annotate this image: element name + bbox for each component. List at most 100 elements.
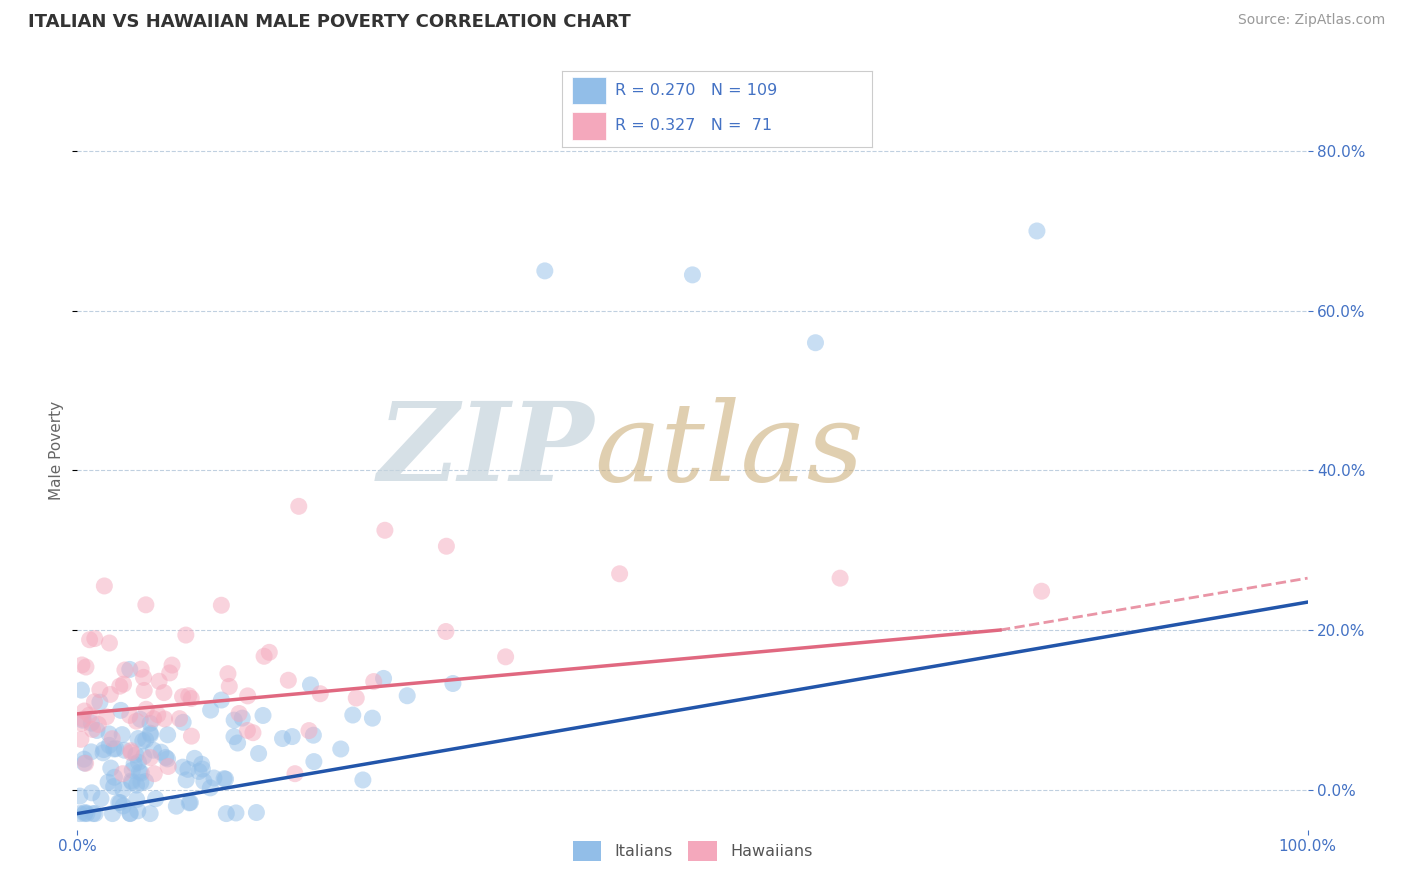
Point — [245, 805, 267, 820]
Point — [80, 745, 103, 759]
Point — [93, 579, 115, 593]
Point — [139, 716, 162, 731]
Point — [89, 682, 111, 697]
Point — [120, 806, 142, 821]
Point — [129, 775, 152, 789]
Point — [157, 759, 180, 773]
Point — [90, 791, 112, 805]
Point — [231, 711, 253, 725]
Point — [108, 796, 131, 810]
Point — [143, 766, 166, 780]
Point — [100, 761, 122, 775]
Point — [139, 726, 162, 740]
Point — [495, 649, 517, 664]
Point — [120, 746, 142, 760]
Point — [72, 712, 94, 726]
Point — [441, 676, 464, 690]
Point — [396, 689, 419, 703]
Point — [70, 683, 93, 698]
Point — [179, 796, 201, 810]
Point — [1031, 584, 1053, 599]
Point — [236, 689, 259, 703]
Text: ITALIAN VS HAWAIIAN MALE POVERTY CORRELATION CHART: ITALIAN VS HAWAIIAN MALE POVERTY CORRELA… — [28, 13, 631, 31]
Point — [179, 796, 201, 810]
Point — [209, 693, 232, 707]
Point — [177, 689, 200, 703]
Point — [190, 757, 212, 772]
Point — [153, 712, 176, 726]
Point — [73, 752, 96, 766]
Point — [122, 757, 145, 772]
Point — [253, 649, 276, 664]
Point — [218, 680, 240, 694]
Point — [682, 268, 704, 282]
Point — [142, 743, 165, 757]
Point — [156, 752, 179, 766]
Point — [80, 786, 103, 800]
Point — [373, 672, 395, 686]
Point — [302, 755, 325, 769]
Point — [72, 713, 94, 727]
Point — [127, 731, 149, 746]
Point — [160, 658, 183, 673]
Point — [174, 772, 197, 787]
Point — [111, 766, 134, 780]
Point — [135, 702, 157, 716]
Point — [70, 732, 93, 747]
Point — [169, 712, 191, 726]
Point — [120, 773, 142, 788]
Point — [125, 747, 148, 762]
Point — [177, 762, 200, 776]
Point — [281, 730, 304, 744]
Bar — [572, 112, 606, 140]
Point — [188, 764, 211, 779]
Point — [225, 805, 247, 820]
Point — [135, 732, 157, 747]
Point — [125, 792, 148, 806]
Point — [98, 636, 121, 650]
Point — [103, 770, 125, 784]
Point — [436, 539, 458, 553]
Point — [112, 677, 135, 691]
Point — [302, 728, 325, 742]
Point — [259, 645, 281, 659]
Point — [224, 713, 246, 727]
Point — [103, 780, 125, 794]
Point — [252, 708, 274, 723]
Point — [242, 725, 264, 739]
Point — [108, 679, 131, 693]
Point — [128, 765, 150, 780]
Point — [363, 674, 385, 689]
Point — [288, 500, 311, 514]
Point — [139, 728, 162, 742]
Point — [70, 657, 93, 672]
Point — [139, 806, 162, 821]
Point — [132, 734, 155, 748]
Point — [534, 264, 557, 278]
Point — [214, 772, 236, 786]
Point — [101, 806, 124, 821]
Point — [271, 731, 294, 746]
Point — [125, 714, 148, 728]
Point — [111, 728, 134, 742]
Point — [804, 335, 827, 350]
Point — [284, 766, 307, 780]
Point — [79, 632, 101, 647]
Point — [121, 775, 143, 789]
Point — [96, 710, 118, 724]
Point — [129, 662, 152, 676]
Point — [98, 687, 121, 701]
Point — [104, 741, 127, 756]
Point — [98, 727, 121, 741]
Point — [298, 723, 321, 738]
Point — [153, 685, 176, 699]
Point — [226, 736, 249, 750]
Point — [121, 763, 143, 777]
Point — [79, 708, 101, 723]
Point — [93, 742, 115, 756]
Point — [84, 806, 107, 821]
Point — [107, 796, 129, 810]
Point — [361, 711, 384, 725]
Point — [183, 751, 205, 765]
Point — [135, 598, 157, 612]
